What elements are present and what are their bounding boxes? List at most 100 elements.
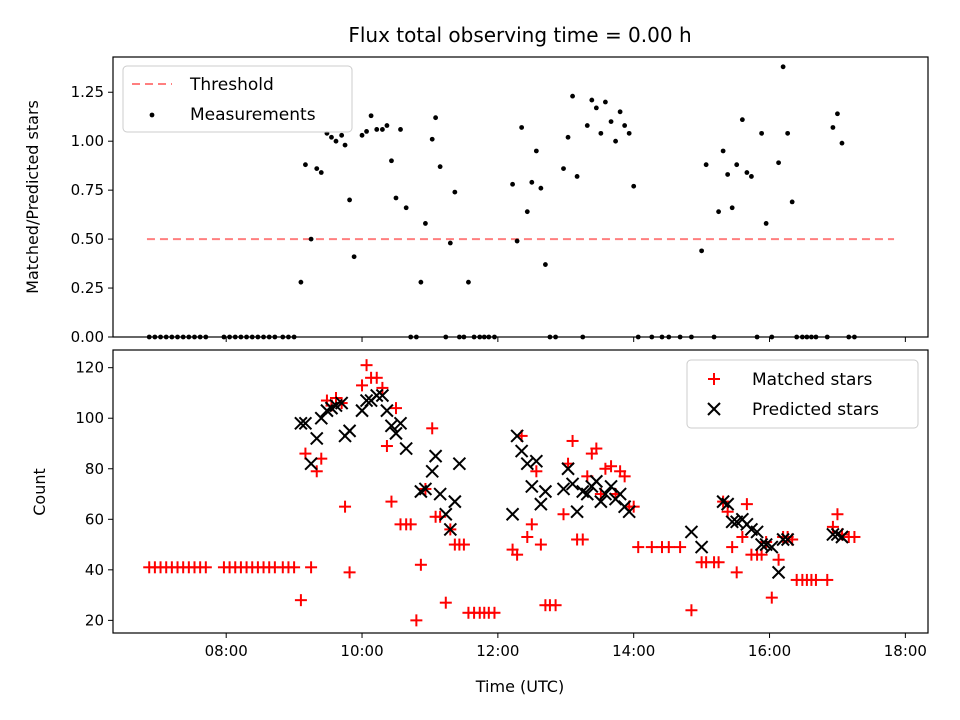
- matched-star-point: [410, 614, 423, 627]
- matched-star-point: [590, 442, 603, 455]
- measurement-point: [303, 162, 308, 168]
- predicted-star-point: [505, 507, 520, 521]
- predicted-star-point: [443, 522, 458, 537]
- predicted-star-point: [580, 487, 594, 501]
- measurement-point: [308, 236, 314, 242]
- matched-star-point: [360, 359, 373, 372]
- predicted-star-point: [556, 482, 571, 496]
- measurement-point: [593, 105, 599, 111]
- measurement-point: [725, 172, 731, 177]
- predicted-star-point: [370, 388, 384, 403]
- bottom-y-axis-label: Count: [30, 468, 49, 516]
- matched-star-point: [557, 508, 570, 521]
- predicted-star-point: [375, 388, 390, 403]
- predicted-star-point: [294, 416, 308, 430]
- bottom-y-axis: 20 40 60 80 100 120: [75, 359, 113, 629]
- top-legend-box: [122, 65, 353, 133]
- measurement-point: [533, 148, 539, 154]
- measurement-point: [437, 164, 443, 170]
- measurement-point: [763, 221, 769, 226]
- measurement-point: [830, 125, 836, 130]
- legend-predicted-swatch: [707, 402, 721, 416]
- matched-star-point: [605, 460, 618, 473]
- matched-star-point: [511, 548, 524, 561]
- bottom-panel: 20 40 60 80 100 120 08:00 10:00 12:00 14:00 16:00…: [30, 349, 929, 696]
- matched-star-point: [376, 381, 389, 394]
- predicted-star-point: [520, 456, 534, 471]
- measurement-point: [318, 170, 324, 175]
- matched-star-point: [674, 541, 687, 554]
- predicted-star-point: [439, 507, 453, 521]
- matched-star-point: [848, 530, 861, 543]
- top-y-axis-label: Matched/Predicted stars: [23, 100, 42, 294]
- measurement-point: [393, 195, 399, 201]
- measurement-point: [716, 209, 721, 215]
- legend-measurements-label: Measurements: [190, 105, 316, 125]
- matched-star-point: [685, 604, 698, 617]
- matched-star-point: [712, 556, 725, 569]
- predicted-star-point: [428, 449, 443, 463]
- bottom-xtick-label: 08:00: [205, 642, 248, 660]
- predicted-star-point: [393, 416, 408, 430]
- predicted-star-point: [694, 540, 709, 554]
- predicted-star-point: [384, 419, 399, 433]
- predicted-star-point: [425, 464, 439, 478]
- measurement-point: [699, 248, 705, 254]
- matched-star-point: [370, 371, 383, 384]
- measurement-point: [368, 113, 374, 119]
- predicted-star-point: [433, 487, 447, 501]
- measurement-point: [608, 119, 614, 125]
- predicted-star-point: [448, 494, 462, 509]
- measurement-point: [389, 158, 394, 164]
- measurement-point: [433, 115, 439, 121]
- predicted-star-point: [594, 494, 608, 509]
- top-chart-title: Flux total observing time = 0.00 h: [348, 23, 691, 47]
- measurement-point: [333, 138, 339, 144]
- predicted-star-point: [310, 431, 324, 446]
- matched-star-point: [414, 558, 427, 571]
- measurement-point: [380, 127, 385, 132]
- measurement-point: [351, 254, 357, 260]
- bottom-x-axis-label: Time (UTC): [475, 677, 564, 696]
- predicted-star-point: [589, 474, 604, 489]
- predicted-star-point: [529, 454, 544, 468]
- bottom-ytick-label: 40: [85, 561, 104, 579]
- matched-star-point: [288, 561, 301, 574]
- matched-star-point: [294, 594, 307, 607]
- predicted-star-point: [538, 484, 553, 499]
- predicted-star-point: [780, 532, 795, 547]
- matched-star-point: [632, 541, 645, 554]
- matched-star-point: [439, 596, 452, 609]
- measurement-point: [617, 109, 623, 115]
- predicted-star-point: [452, 456, 467, 471]
- measurement-point: [734, 162, 740, 168]
- measurement-point: [359, 132, 365, 138]
- matched-star-point: [736, 530, 749, 543]
- matched-star-point: [662, 541, 675, 554]
- measurement-point: [776, 160, 781, 166]
- matched-star-point: [549, 599, 562, 612]
- measurement-point: [423, 221, 428, 226]
- matched-star-point: [599, 462, 612, 475]
- matched-star-point: [385, 495, 398, 508]
- top-legend: Threshold Measurements: [122, 65, 353, 133]
- matched-star-point: [404, 518, 417, 531]
- predicted-star-point: [561, 462, 575, 476]
- measurement-point: [589, 97, 595, 103]
- top-axes-frame: [112, 56, 929, 338]
- top-ytick-label: 1.00: [71, 132, 104, 150]
- measurement-point: [598, 130, 604, 136]
- top-x-axis: [225, 337, 906, 342]
- measurement-point: [789, 199, 795, 205]
- predicted-star-point: [684, 525, 699, 539]
- measurement-point: [561, 166, 566, 172]
- matched-star-point: [380, 440, 393, 453]
- measurement-point: [364, 129, 369, 134]
- predicted-star-point: [725, 515, 739, 529]
- matched-star-point: [488, 606, 501, 619]
- predicted-star-point: [304, 456, 318, 471]
- legend-measurements-swatch: [149, 112, 155, 118]
- matched-star-point: [576, 533, 589, 546]
- matched-star-point: [566, 434, 579, 447]
- measurement-point: [538, 185, 544, 191]
